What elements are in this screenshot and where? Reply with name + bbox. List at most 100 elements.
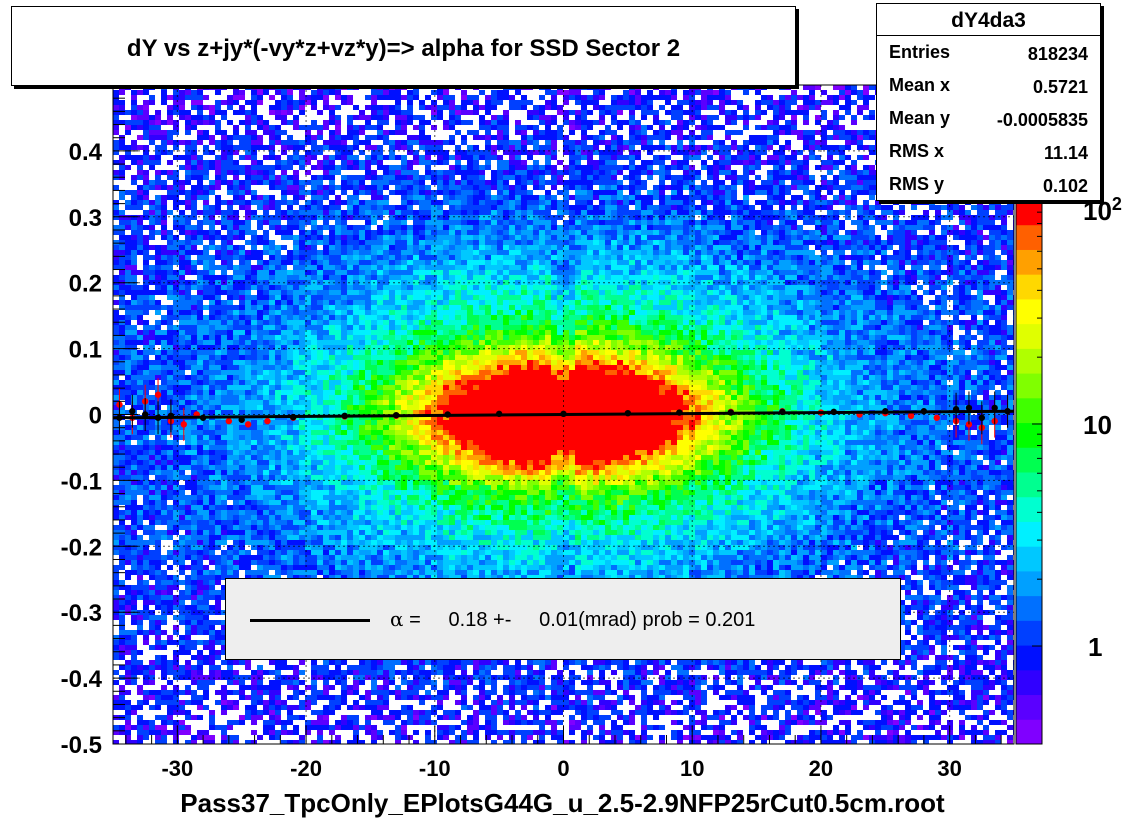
heatmap-cell [305, 345, 311, 350]
heatmap-cell [137, 685, 143, 690]
heatmap-cell [347, 120, 353, 125]
heatmap-cell [209, 370, 215, 375]
heatmap-cell [317, 250, 323, 255]
heatmap-cell [245, 190, 251, 195]
heatmap-cell [341, 545, 347, 550]
heatmap-cell [377, 435, 383, 440]
heatmap-cell [263, 350, 269, 355]
heatmap-cell [137, 190, 143, 195]
heatmap-cell [203, 380, 209, 385]
heatmap-cell [167, 680, 173, 685]
heatmap-cell [359, 225, 365, 230]
heatmap-cell [197, 410, 203, 415]
heatmap-cell [125, 150, 131, 155]
heatmap-cell [311, 375, 317, 380]
heatmap-cell [227, 720, 233, 725]
heatmap-cell [119, 705, 125, 710]
heatmap-cell [185, 400, 191, 405]
heatmap-cell [311, 360, 317, 365]
heatmap-cell [227, 100, 233, 105]
heatmap-cell [287, 325, 293, 330]
heatmap-cell [185, 700, 191, 705]
heatmap-cell [359, 535, 365, 540]
heatmap-cell [131, 585, 137, 590]
heatmap-cell [185, 575, 191, 580]
heatmap-cell [113, 140, 119, 145]
heatmap-cell [341, 395, 347, 400]
heatmap-cell [245, 275, 251, 280]
heatmap-cell [311, 180, 317, 185]
heatmap-cell [233, 160, 239, 165]
heatmap-cell [125, 570, 131, 575]
heatmap-cell [185, 180, 191, 185]
heatmap-cell [185, 650, 191, 655]
heatmap-cell [287, 485, 293, 490]
heatmap-cell [281, 355, 287, 360]
heatmap-cell [113, 635, 119, 640]
heatmap-cell [167, 700, 173, 705]
heatmap-cell [353, 325, 359, 330]
heatmap-cell [251, 305, 257, 310]
heatmap-cell [221, 405, 227, 410]
heatmap-cell [203, 440, 209, 445]
heatmap-cell [269, 735, 275, 740]
heatmap-cell [227, 360, 233, 365]
heatmap-cell [239, 350, 245, 355]
heatmap-cell [239, 690, 245, 695]
heatmap-cell [257, 330, 263, 335]
heatmap-cell [275, 475, 281, 480]
heatmap-cell [257, 710, 263, 715]
heatmap-cell [317, 475, 323, 480]
heatmap-cell [365, 415, 371, 420]
heatmap-cell [119, 365, 125, 370]
heatmap-cell [359, 555, 365, 560]
heatmap-cell [137, 720, 143, 725]
heatmap-cell [281, 255, 287, 260]
heatmap-cell [137, 340, 143, 345]
heatmap-cell [113, 600, 119, 605]
heatmap-cell [263, 230, 269, 235]
heatmap-cell [365, 470, 371, 475]
heatmap-cell [221, 140, 227, 145]
heatmap-cell [275, 565, 281, 570]
heatmap-cell [377, 245, 383, 250]
heatmap-cell [233, 490, 239, 495]
heatmap-cell [341, 410, 347, 415]
heatmap-cell [269, 150, 275, 155]
heatmap-cell [275, 690, 281, 695]
heatmap-cell [191, 320, 197, 325]
heatmap-cell [305, 130, 311, 135]
heatmap-cell [137, 120, 143, 125]
heatmap-cell [113, 115, 119, 120]
heatmap-cell [227, 395, 233, 400]
heatmap-cell [287, 200, 293, 205]
heatmap-cell [341, 485, 347, 490]
heatmap-cell [257, 485, 263, 490]
heatmap-cell [185, 365, 191, 370]
heatmap-cell [299, 510, 305, 515]
heatmap-cell [257, 495, 263, 500]
heatmap-cell [179, 330, 185, 335]
heatmap-cell [173, 410, 179, 415]
heatmap-cell [305, 525, 311, 530]
heatmap-cell [179, 425, 185, 430]
heatmap-cell [155, 715, 161, 720]
heatmap-cell [359, 675, 365, 680]
heatmap-cell [185, 660, 191, 665]
heatmap-cell [263, 175, 269, 180]
heatmap-cell [263, 290, 269, 295]
heatmap-cell [257, 375, 263, 380]
heatmap-cell [347, 340, 353, 345]
heatmap-cell [341, 85, 347, 90]
heatmap-cell [179, 505, 185, 510]
heatmap-cell [353, 450, 359, 455]
heatmap-cell [329, 330, 335, 335]
heatmap-cell [329, 320, 335, 325]
heatmap-cell [359, 475, 365, 480]
heatmap-cell [179, 260, 185, 265]
heatmap-cell [353, 690, 359, 695]
heatmap-cell [209, 180, 215, 185]
heatmap-cell [203, 130, 209, 135]
heatmap-cell [299, 225, 305, 230]
heatmap-cell [281, 160, 287, 165]
